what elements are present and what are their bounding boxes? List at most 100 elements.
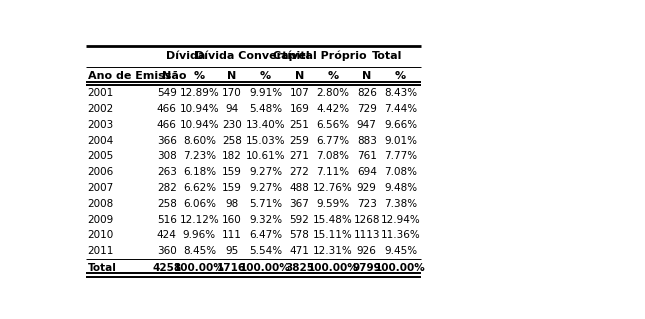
Text: 2010: 2010 <box>88 230 114 241</box>
Text: Total: Total <box>372 51 402 61</box>
Text: 6.47%: 6.47% <box>249 230 282 241</box>
Text: 6.18%: 6.18% <box>183 167 216 177</box>
Text: 367: 367 <box>290 199 309 209</box>
Text: %: % <box>260 71 271 81</box>
Text: Dívida Convertível: Dívida Convertível <box>195 51 309 61</box>
Text: 2009: 2009 <box>88 215 114 225</box>
Text: 947: 947 <box>357 120 377 130</box>
Text: 271: 271 <box>290 151 309 161</box>
Text: 12.89%: 12.89% <box>179 88 219 98</box>
Text: %: % <box>194 71 205 81</box>
Text: 9.27%: 9.27% <box>249 183 282 193</box>
Text: 7.08%: 7.08% <box>317 151 350 161</box>
Text: 578: 578 <box>290 230 309 241</box>
Text: 10.61%: 10.61% <box>246 151 285 161</box>
Text: 7.08%: 7.08% <box>384 167 417 177</box>
Text: N: N <box>163 71 172 81</box>
Text: Capital Próprio: Capital Próprio <box>272 51 366 61</box>
Text: 6.77%: 6.77% <box>317 136 350 145</box>
Text: 263: 263 <box>157 167 177 177</box>
Text: Ano de Emissão: Ano de Emissão <box>88 71 186 81</box>
Text: 9.32%: 9.32% <box>249 215 282 225</box>
Text: N: N <box>295 71 304 81</box>
Text: 251: 251 <box>290 120 309 130</box>
Text: 592: 592 <box>290 215 309 225</box>
Text: 9.01%: 9.01% <box>384 136 417 145</box>
Text: 4258: 4258 <box>152 263 181 273</box>
Text: 8.45%: 8.45% <box>183 246 216 256</box>
Text: 12.12%: 12.12% <box>179 215 219 225</box>
Text: 9.96%: 9.96% <box>183 230 216 241</box>
Text: 258: 258 <box>157 199 177 209</box>
Text: 7.77%: 7.77% <box>384 151 417 161</box>
Text: Total: Total <box>88 263 117 273</box>
Text: 9.66%: 9.66% <box>384 120 417 130</box>
Text: 466: 466 <box>157 104 177 114</box>
Text: 98: 98 <box>225 199 239 209</box>
Text: 9.48%: 9.48% <box>384 183 417 193</box>
Text: 694: 694 <box>357 167 377 177</box>
Text: 12.31%: 12.31% <box>313 246 353 256</box>
Text: 7.38%: 7.38% <box>384 199 417 209</box>
Text: 100.00%: 100.00% <box>308 263 359 273</box>
Text: 8.60%: 8.60% <box>183 136 216 145</box>
Text: 107: 107 <box>290 88 309 98</box>
Text: 100.00%: 100.00% <box>375 263 426 273</box>
Text: 159: 159 <box>222 167 242 177</box>
Text: 723: 723 <box>357 199 377 209</box>
Text: 6.56%: 6.56% <box>317 120 350 130</box>
Text: 2002: 2002 <box>88 104 114 114</box>
Text: 10.94%: 10.94% <box>179 104 219 114</box>
Text: 9.27%: 9.27% <box>249 167 282 177</box>
Text: 360: 360 <box>157 246 177 256</box>
Text: 516: 516 <box>157 215 177 225</box>
Text: 12.76%: 12.76% <box>313 183 353 193</box>
Text: 5.48%: 5.48% <box>249 104 282 114</box>
Text: 2005: 2005 <box>88 151 114 161</box>
Text: 883: 883 <box>357 136 377 145</box>
Text: 95: 95 <box>225 246 239 256</box>
Text: 5.71%: 5.71% <box>249 199 282 209</box>
Text: 4.42%: 4.42% <box>317 104 350 114</box>
Text: 9.91%: 9.91% <box>249 88 282 98</box>
Text: 2006: 2006 <box>88 167 114 177</box>
Text: 170: 170 <box>222 88 242 98</box>
Text: 10.94%: 10.94% <box>179 120 219 130</box>
Text: 8.43%: 8.43% <box>384 88 417 98</box>
Text: 488: 488 <box>290 183 309 193</box>
Text: 2001: 2001 <box>88 88 114 98</box>
Text: 230: 230 <box>222 120 242 130</box>
Text: 15.03%: 15.03% <box>246 136 285 145</box>
Text: 259: 259 <box>290 136 309 145</box>
Text: 2007: 2007 <box>88 183 114 193</box>
Text: 169: 169 <box>290 104 309 114</box>
Text: 15.48%: 15.48% <box>313 215 353 225</box>
Text: 549: 549 <box>157 88 177 98</box>
Text: 5.54%: 5.54% <box>249 246 282 256</box>
Text: %: % <box>328 71 339 81</box>
Text: 1716: 1716 <box>217 263 246 273</box>
Text: 929: 929 <box>357 183 377 193</box>
Text: 7.23%: 7.23% <box>183 151 216 161</box>
Text: 11.36%: 11.36% <box>381 230 421 241</box>
Text: 100.00%: 100.00% <box>174 263 224 273</box>
Text: N: N <box>227 71 237 81</box>
Text: 826: 826 <box>357 88 377 98</box>
Text: 272: 272 <box>290 167 309 177</box>
Text: 729: 729 <box>357 104 377 114</box>
Text: 3825: 3825 <box>285 263 314 273</box>
Text: 9.59%: 9.59% <box>317 199 350 209</box>
Text: 7.11%: 7.11% <box>317 167 350 177</box>
Text: 6.06%: 6.06% <box>183 199 216 209</box>
Text: 2008: 2008 <box>88 199 114 209</box>
Text: 258: 258 <box>222 136 242 145</box>
Text: 182: 182 <box>222 151 242 161</box>
Text: 94: 94 <box>225 104 239 114</box>
Text: 424: 424 <box>157 230 177 241</box>
Text: 7.44%: 7.44% <box>384 104 417 114</box>
Text: 2004: 2004 <box>88 136 114 145</box>
Text: Dívida: Dívida <box>166 51 205 61</box>
Text: N: N <box>362 71 372 81</box>
Text: 2003: 2003 <box>88 120 114 130</box>
Text: 471: 471 <box>290 246 309 256</box>
